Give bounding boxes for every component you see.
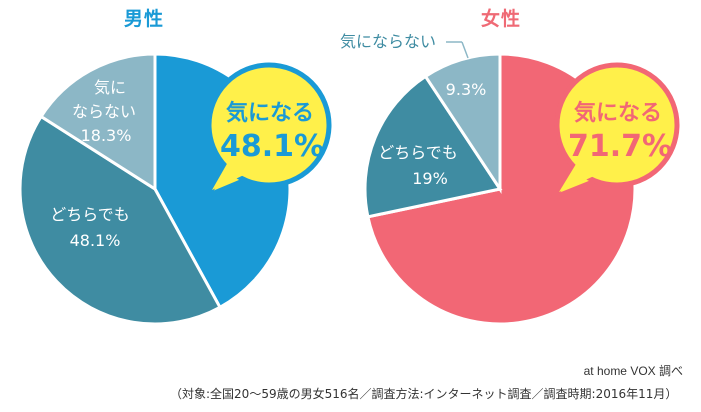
female-callout-bubble xyxy=(550,62,680,201)
male-label-dochirademo: どちらでも xyxy=(50,205,130,224)
female-callout-label: 気になる xyxy=(574,100,662,126)
female-chart-title: 女性 xyxy=(480,8,521,30)
female-value-kininaranai: 9.3% xyxy=(446,80,487,99)
male-value-dochirademo: 48.1% xyxy=(70,231,121,250)
male-slice-2 xyxy=(39,52,157,192)
male-label-kininaranai-2: ならない xyxy=(72,102,136,121)
female-label-kininaranai: 気にならない xyxy=(340,32,436,51)
male-callout-label: 気になる xyxy=(226,100,314,126)
source-text: at home VOX 調べ xyxy=(583,364,683,378)
male-chart-title: 男性 xyxy=(123,8,164,30)
female-label-dochirademo: どちらでも xyxy=(378,143,458,162)
female-slice-2 xyxy=(423,52,502,194)
survey-note: （対象:全国20～59歳の男女516名／調査方法:インターネット調査／調査時期:… xyxy=(170,387,678,401)
male-callout-bubble xyxy=(204,62,332,199)
male-value-kininaranai: 18.3% xyxy=(81,126,132,145)
female-value-dochirademo: 19% xyxy=(412,169,448,188)
female-callout-value: 71.7% xyxy=(568,129,672,164)
male-slice-1 xyxy=(18,114,223,326)
female-slice-1 xyxy=(363,74,503,219)
male-label-kininaranai-1: 気に xyxy=(94,78,126,97)
female-leader-line-2 xyxy=(461,41,469,59)
male-callout-value: 48.1% xyxy=(220,129,324,164)
